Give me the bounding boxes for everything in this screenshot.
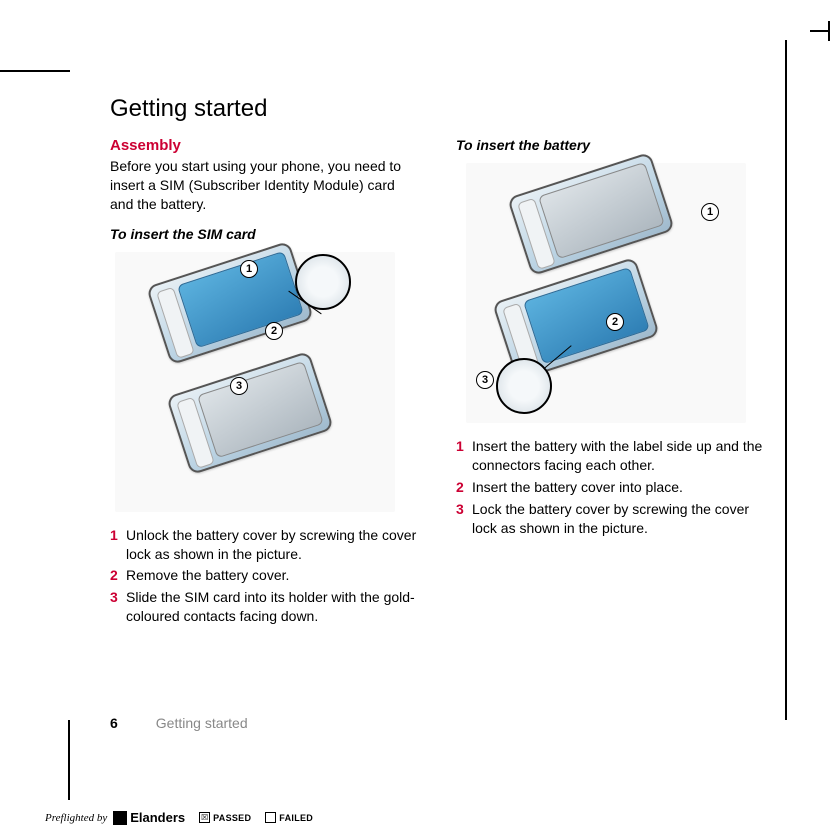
callout-1: 1 (240, 260, 258, 278)
step-text: Remove the battery cover. (126, 566, 422, 585)
callout-3: 3 (476, 371, 494, 389)
lock-zoom-circle (496, 358, 552, 414)
list-item: 1 Insert the battery with the label side… (456, 437, 768, 475)
list-item: 3 Lock the battery cover by screwing the… (456, 500, 768, 538)
elanders-logo: Elanders (113, 810, 185, 825)
phone-bottom-view (166, 351, 334, 475)
elanders-mark-icon (113, 811, 127, 825)
right-column: To insert the battery 1 2 3 (456, 137, 768, 629)
crop-mark-left-vertical (68, 720, 70, 800)
callout-2: 2 (606, 313, 624, 331)
page-content: Getting started Assembly Before you star… (110, 95, 770, 629)
step-number: 2 (456, 478, 472, 497)
phone-top-view (507, 152, 675, 276)
passed-group: ☒ PASSED (199, 812, 251, 823)
list-item: 3 Slide the SIM card into its holder wit… (110, 588, 422, 626)
lock-zoom-circle (295, 254, 351, 310)
failed-checkbox-icon (265, 812, 276, 823)
step-text: Slide the SIM card into its holder with … (126, 588, 422, 626)
elanders-brand: Elanders (130, 810, 185, 825)
page-heading: Getting started (110, 95, 770, 123)
step-text: Unlock the battery cover by screwing the… (126, 526, 422, 564)
callout-1: 1 (701, 203, 719, 221)
failed-label: FAILED (279, 813, 313, 823)
crop-mark-top-right (810, 30, 830, 32)
callout-2: 2 (265, 322, 283, 340)
battery-step-title: To insert the battery (456, 137, 768, 153)
step-number: 2 (110, 566, 126, 585)
step-number: 3 (456, 500, 472, 538)
preflight-bar: Preflighted by Elanders ☒ PASSED FAILED (45, 810, 313, 825)
list-item: 2 Insert the battery cover into place. (456, 478, 768, 497)
two-column-layout: Assembly Before you start using your pho… (110, 137, 770, 629)
step-text: Insert the battery cover into place. (472, 478, 768, 497)
crop-mark-left (0, 70, 70, 72)
assembly-subheading: Assembly (110, 137, 422, 154)
phone-top-view (146, 241, 314, 365)
failed-group: FAILED (265, 812, 313, 823)
assembly-intro: Before you start using your phone, you n… (110, 157, 422, 214)
sim-steps: 1 Unlock the battery cover by screwing t… (110, 526, 422, 626)
left-column: Assembly Before you start using your pho… (110, 137, 422, 629)
sim-step-title: To insert the SIM card (110, 226, 422, 242)
footer-section-title: Getting started (156, 715, 248, 731)
passed-checkbox-icon: ☒ (199, 812, 210, 823)
preflight-label: Preflighted by (45, 812, 107, 824)
battery-illustration: 1 2 3 (466, 163, 746, 423)
step-number: 1 (110, 526, 126, 564)
list-item: 1 Unlock the battery cover by screwing t… (110, 526, 422, 564)
crop-mark-right-vertical (785, 40, 787, 720)
battery-steps: 1 Insert the battery with the label side… (456, 437, 768, 537)
step-text: Lock the battery cover by screwing the c… (472, 500, 768, 538)
page-footer: 6 Getting started (110, 715, 248, 731)
step-text: Insert the battery with the label side u… (472, 437, 768, 475)
list-item: 2 Remove the battery cover. (110, 566, 422, 585)
page-number: 6 (110, 715, 118, 731)
callout-3: 3 (230, 377, 248, 395)
step-number: 3 (110, 588, 126, 626)
sim-illustration: 1 2 3 (115, 252, 395, 512)
step-number: 1 (456, 437, 472, 475)
passed-label: PASSED (213, 813, 251, 823)
